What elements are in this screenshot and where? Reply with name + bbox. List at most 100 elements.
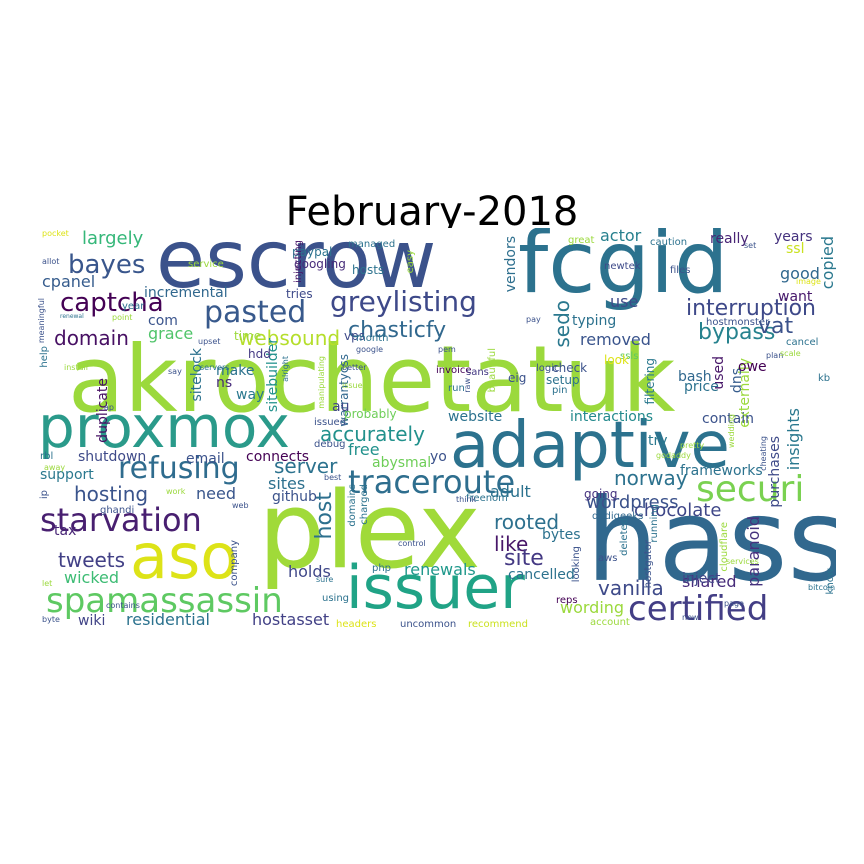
cloud-word: securi [696, 469, 805, 510]
cloud-word: ghandi [100, 505, 135, 516]
cloud-word: logic [536, 363, 560, 374]
cloud-word: wordpress [586, 492, 679, 513]
cloud-word: fcgid [518, 228, 729, 313]
cloud-word: host [312, 492, 337, 540]
cloud-word: php [372, 563, 392, 574]
cloud-word: hdd [248, 347, 271, 361]
cloud-word: cpanel [42, 272, 96, 291]
cloud-word: scale [780, 349, 801, 358]
cloud-word: pin [552, 385, 568, 396]
cloud-word: akrochetatuk [68, 326, 676, 433]
cloud-word: hostasset [252, 610, 330, 629]
cloud-word: issuer [346, 553, 525, 623]
cloud-word: godaddy [656, 451, 691, 460]
cloud-word: bash [678, 369, 712, 385]
cloud-word: contains [106, 601, 140, 610]
cloud-word: domains [347, 484, 358, 527]
cloud-word: copied [818, 236, 836, 290]
cloud-word: invoice [436, 365, 472, 376]
cloud-word: hostmonster [706, 317, 770, 328]
cloud-word: bayes [68, 250, 146, 280]
cloud-word: work [166, 487, 186, 496]
cloud-word: great [568, 235, 595, 246]
cloud-word: check [552, 361, 588, 375]
cloud-word: good [780, 264, 820, 283]
cloud-word: ssls [620, 351, 639, 362]
cloud-word: recommend [468, 619, 528, 630]
cloud-word: tax [54, 523, 77, 539]
cloud-word: ns [216, 375, 233, 391]
cloud-word: point [112, 313, 133, 322]
cloud-word: better [342, 363, 367, 372]
cloud-word: owe [738, 359, 767, 375]
cloud-word: rbl [40, 451, 54, 462]
cloud-word: charged [359, 484, 370, 525]
cloud-word: com [148, 313, 178, 329]
cloud-word: hostgator [643, 540, 654, 589]
cloud-word: sedo [550, 300, 574, 348]
cloud-word: au [332, 399, 350, 415]
cloud-word: github [272, 489, 317, 505]
cloud-word: raw [463, 378, 472, 393]
cloud-word: email [186, 451, 225, 467]
cloud-word: set [744, 241, 757, 250]
cloud-word: headers [336, 619, 377, 630]
cloud-word: new [682, 613, 699, 622]
cloud-word: run [448, 383, 465, 394]
cloud-word: year [122, 301, 145, 312]
cloud-word: shutdown [78, 449, 147, 465]
cloud-word: largely [82, 228, 144, 249]
cloud-word: interactions [570, 409, 654, 425]
cloud-word: wiki [78, 613, 106, 629]
cloud-word: hass [586, 474, 836, 607]
cloud-word: spamassassin [46, 581, 283, 621]
cloud-word: time [234, 329, 262, 343]
cloud-word: look [604, 353, 629, 367]
cloud-word: sans [466, 367, 489, 378]
cloud-word: reps [556, 595, 578, 606]
cloud-word: adult [490, 482, 531, 501]
cloud-word: aws [598, 553, 618, 564]
cloud-word: support [40, 467, 94, 483]
cloud-word: company [229, 540, 240, 587]
cloud-word: uncommon [400, 619, 457, 630]
cloud-word: starvation [40, 501, 202, 539]
cloud-word: help [39, 346, 50, 368]
cloud-word: inject [682, 571, 721, 587]
cloud-word: grace [148, 324, 194, 343]
cloud-word: tries [286, 287, 313, 301]
cloud-word: bitcoin [808, 583, 836, 592]
cloud-word: years [774, 229, 813, 245]
cloud-word: away [44, 463, 66, 472]
cloud-word: control [398, 539, 426, 548]
cloud-word: like [494, 532, 529, 556]
cloud-word: kb [818, 373, 831, 384]
cloud-word: hosting [74, 482, 149, 506]
cloud-word: need [196, 484, 236, 503]
cloud-word: incremental [144, 285, 228, 301]
chart-title: February-2018 [285, 189, 579, 235]
cloud-word: tweets [58, 548, 126, 572]
cloud-word: sites [268, 474, 306, 493]
cloud-word: wicked [64, 568, 120, 587]
cloud-word: servers [200, 363, 230, 372]
cloud-word: install [64, 363, 88, 372]
cloud-word: certified [628, 589, 769, 629]
cloud-word: sitelock [189, 348, 205, 402]
cloud-word: byte [42, 615, 60, 624]
cloud-word: way [236, 387, 265, 403]
cloud-word: eig [508, 371, 527, 385]
cloud-word: website [448, 409, 503, 425]
cloud-word: connects [246, 449, 310, 465]
cloud-word: managed [348, 239, 396, 250]
cloud-word: page [724, 599, 744, 608]
cloud-word: cancel [786, 337, 819, 348]
cloud-word: price [684, 379, 719, 395]
cloud-word: want [778, 289, 813, 305]
cloud-word: greylisting [330, 285, 477, 318]
cloud-word: really [710, 231, 749, 247]
cloud-word: cancelled [508, 567, 575, 583]
cloud-word: going [584, 487, 618, 501]
cloud-word: norway [614, 466, 688, 490]
cloud-word: probably [344, 407, 397, 421]
